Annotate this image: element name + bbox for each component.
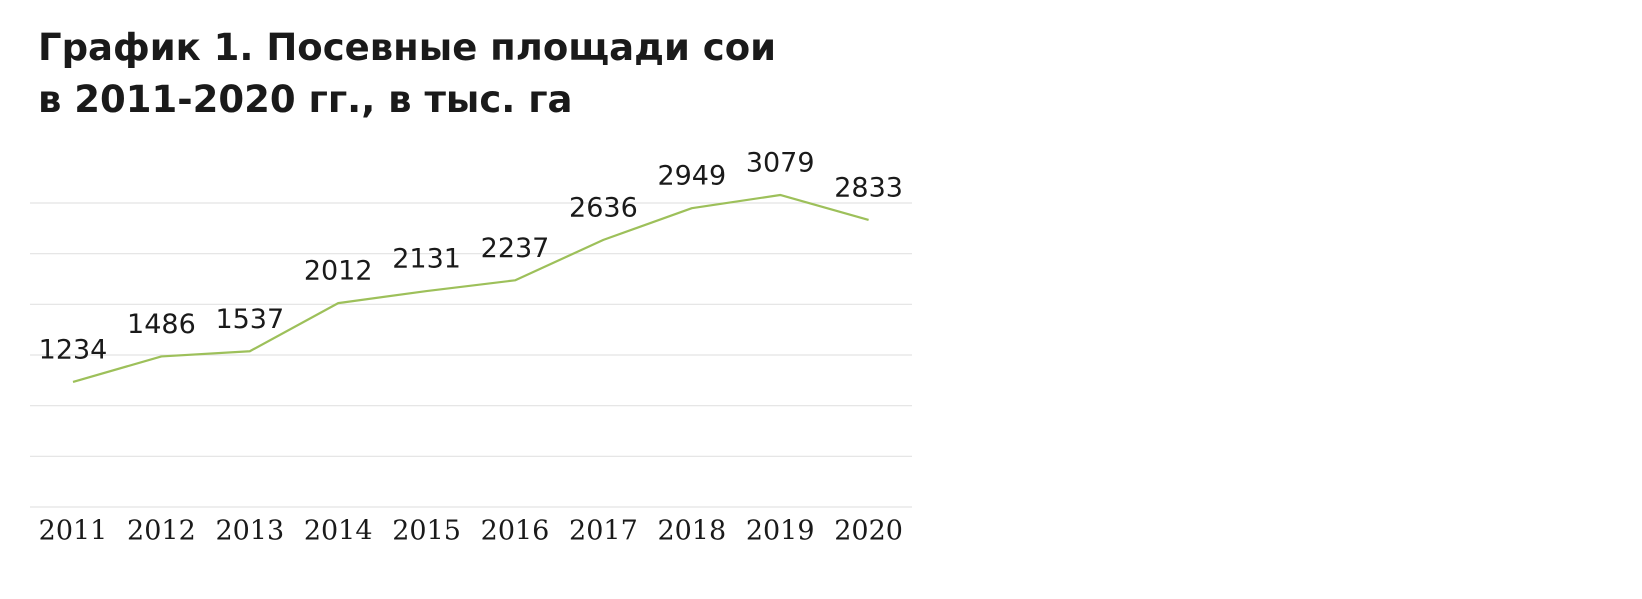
data-label: 1486 [127, 309, 196, 340]
chart-title: в 2011-2020 гг., в тыс. га [38, 78, 573, 121]
x-tick-label: 2016 [481, 516, 550, 547]
data-line [72, 193, 869, 384]
x-tick-label: 2017 [569, 516, 638, 547]
x-tick-label: 2013 [215, 516, 284, 547]
data-label: 1234 [39, 334, 108, 365]
data-label: 2237 [481, 233, 550, 264]
chart-title: График 1. Посевные площади сои [38, 26, 776, 69]
data-label: 2636 [569, 192, 638, 223]
data-label: 1537 [215, 304, 284, 335]
data-label: 2131 [392, 244, 461, 275]
data-label: 2833 [834, 172, 903, 203]
x-tick-label: 2011 [39, 516, 108, 547]
x-tick-label: 2014 [304, 516, 373, 547]
x-tick-label: 2018 [657, 516, 726, 547]
x-tick-label: 2019 [746, 516, 815, 547]
x-tick-label: 2012 [127, 516, 196, 547]
data-label: 3079 [746, 147, 815, 178]
x-tick-label: 2020 [834, 516, 903, 547]
data-label: 2012 [304, 256, 373, 287]
x-tick-label: 2015 [392, 516, 461, 547]
data-label: 2949 [657, 161, 726, 192]
